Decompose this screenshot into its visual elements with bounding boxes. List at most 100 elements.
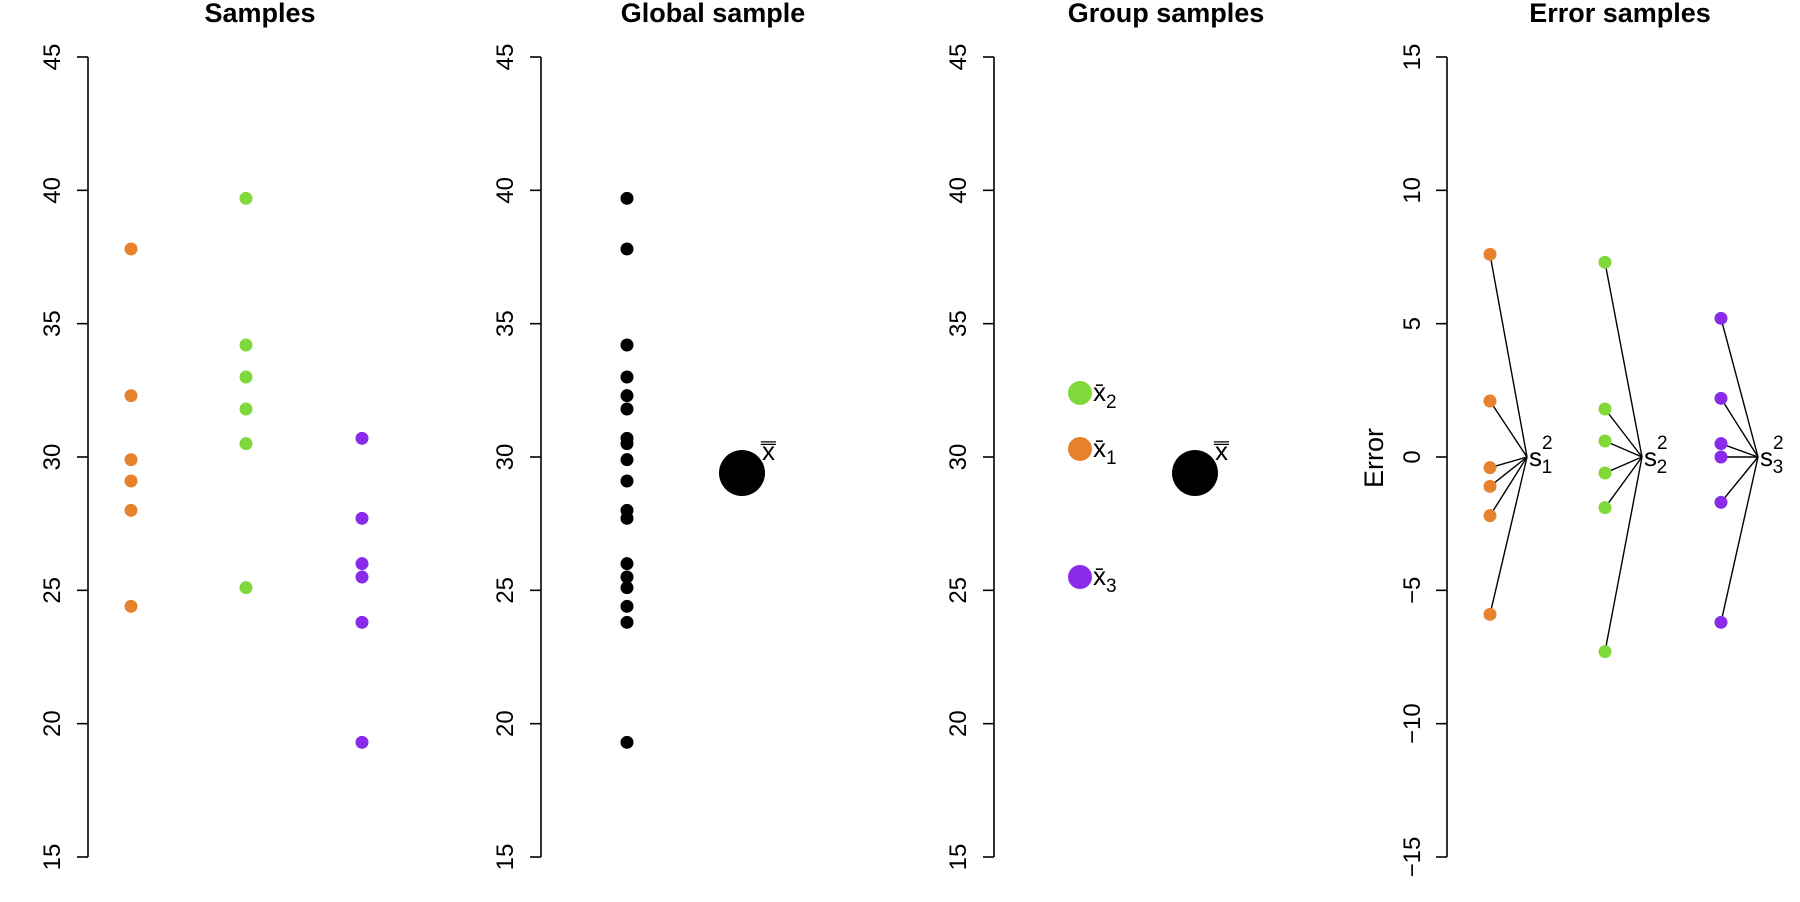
data-point [620, 599, 634, 613]
data-point [239, 437, 253, 451]
error-line [1720, 397, 1759, 458]
error-line [1604, 456, 1643, 652]
y-tick-label: 35 [492, 310, 519, 337]
data-point [1598, 466, 1612, 480]
error-line [1720, 456, 1759, 623]
y-tick-label: 20 [492, 710, 519, 737]
group-mean-point [1068, 437, 1092, 461]
data-point [355, 431, 369, 445]
data-point [620, 581, 634, 595]
y-axis-label: Error [1359, 428, 1389, 488]
mean-label: x̿ [1213, 436, 1229, 466]
y-tick-label: 35 [945, 310, 972, 337]
panel-global-sample: Global sample 15 20 25 30 35 40 45 x̿ [492, 0, 805, 870]
panel-title: Group samples [1068, 0, 1265, 28]
variance-label: s2 3 [1760, 433, 1784, 478]
y-tick-label: 30 [492, 444, 519, 471]
data-point [124, 453, 138, 467]
y-tick-label: 40 [492, 177, 519, 204]
data-point [1598, 645, 1612, 659]
y-axis: 15 20 25 30 35 40 45 [39, 44, 89, 871]
data-point [355, 735, 369, 749]
data-point [1483, 479, 1497, 493]
y-tick-label: 15 [39, 844, 66, 871]
data-point [1483, 509, 1497, 523]
group-mean-point [1068, 565, 1092, 589]
data-point [239, 581, 253, 595]
data-point [1483, 247, 1497, 261]
data-points [124, 191, 369, 749]
y-tick-label: 30 [39, 444, 66, 471]
data-point [620, 370, 634, 384]
y-tick-label: 15 [1399, 44, 1426, 71]
y-tick-label: 0 [1399, 450, 1426, 463]
y-tick-label: 45 [492, 44, 519, 71]
error-line [1604, 262, 1643, 458]
data-point [355, 511, 369, 525]
error-line [1489, 400, 1528, 458]
error-line [1720, 443, 1759, 458]
mean-label: x̄1 [1093, 433, 1117, 469]
data-point [1714, 450, 1728, 464]
panel-title: Samples [204, 0, 315, 28]
y-axis: −15 −10 −5 0 5 10 15 [1399, 44, 1448, 877]
data-point [124, 242, 138, 256]
error-line [1604, 456, 1643, 509]
data-point [1598, 402, 1612, 416]
y-tick-label: 45 [945, 44, 972, 71]
data-point [620, 437, 634, 451]
y-axis: 15 20 25 30 35 40 45 [945, 44, 995, 871]
y-tick-label: −10 [1399, 703, 1426, 744]
panel-samples: Samples 15 20 25 30 35 40 45 [39, 0, 369, 870]
data-points: s2 1 s2 2 s2 3 [1483, 247, 1784, 659]
data-point [1483, 461, 1497, 475]
data-point [1714, 437, 1728, 451]
data-point [355, 557, 369, 571]
data-point [1598, 255, 1612, 269]
error-line [1489, 456, 1528, 615]
y-tick-label: −5 [1399, 577, 1426, 604]
y-tick-label: 25 [945, 577, 972, 604]
data-point [239, 191, 253, 205]
data-point [1714, 495, 1728, 509]
y-tick-label: 10 [1399, 177, 1426, 204]
data-point [239, 402, 253, 416]
data-point [620, 735, 634, 749]
data-point [239, 338, 253, 352]
variance-label: s2 1 [1529, 433, 1553, 478]
error-line [1489, 456, 1528, 487]
y-tick-label: 15 [492, 844, 519, 871]
grand-mean-point [1172, 450, 1218, 496]
grand-mean-point [719, 450, 765, 496]
data-point [620, 557, 634, 571]
panel-title: Error samples [1529, 0, 1711, 28]
variance-label: s2 2 [1644, 433, 1668, 478]
y-tick-label: 20 [945, 710, 972, 737]
group-mean-point [1068, 381, 1092, 405]
data-point [620, 615, 634, 629]
data-points: x̄2 x̄1 x̄3 x̿ [1068, 377, 1229, 597]
error-line [1720, 456, 1759, 503]
error-line [1720, 318, 1759, 458]
data-point [1714, 311, 1728, 325]
data-point [124, 503, 138, 517]
y-tick-label: 25 [39, 577, 66, 604]
y-tick-label: 40 [39, 177, 66, 204]
data-point [1598, 434, 1612, 448]
y-tick-label: 5 [1399, 317, 1426, 330]
error-line [1489, 456, 1528, 517]
mean-label: x̿ [760, 436, 776, 466]
data-point [124, 389, 138, 403]
error-line [1604, 440, 1643, 458]
data-point [620, 191, 634, 205]
data-point [1483, 607, 1497, 621]
y-tick-label: 20 [39, 710, 66, 737]
y-tick-label: 30 [945, 444, 972, 471]
y-axis: 15 20 25 30 35 40 45 [492, 44, 542, 871]
data-point [620, 570, 634, 584]
data-point [1483, 394, 1497, 408]
data-point [239, 370, 253, 384]
y-tick-label: 15 [945, 844, 972, 871]
